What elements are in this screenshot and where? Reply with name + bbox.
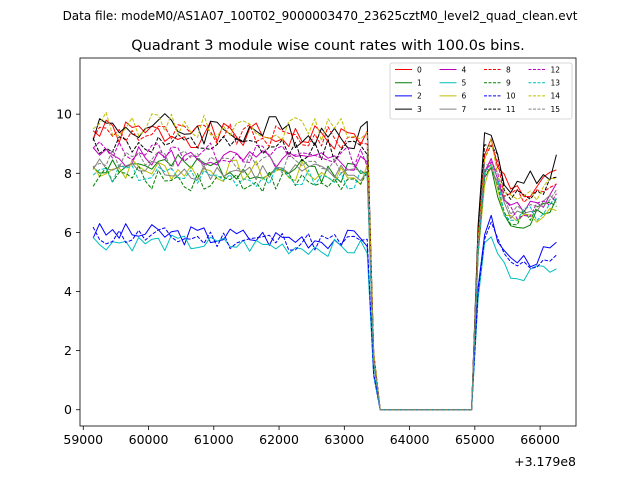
figure-suptitle: Data file: modeM0/AS1A07_100T02_90000034… [63, 9, 578, 23]
x-tick-label: 65000 [455, 432, 495, 447]
series-line-13 [92, 164, 557, 411]
legend-label-7: 7 [462, 105, 467, 114]
legend-label-0: 0 [417, 65, 422, 74]
y-tick-label: 0 [64, 402, 72, 417]
y-tick-label: 8 [64, 166, 72, 181]
legend-box [389, 62, 573, 120]
axes-frame [79, 57, 577, 427]
x-tick-label: 61000 [194, 432, 234, 447]
y-axis: 0 2 4 6 8 10 [56, 107, 80, 417]
legend-label-11: 11 [506, 105, 516, 114]
x-tick-label: 62000 [259, 432, 299, 447]
series-line-11 [92, 133, 557, 411]
series-line-3 [92, 113, 557, 411]
x-tick-label: 63000 [324, 432, 364, 447]
series-line-2 [92, 214, 557, 411]
legend-label-13: 13 [551, 79, 561, 88]
legend-label-1: 1 [417, 79, 422, 88]
y-tick-label: 2 [64, 343, 72, 358]
series-layer [92, 111, 557, 411]
x-tick-label: 60000 [129, 432, 169, 447]
y-tick-label: 4 [64, 284, 72, 299]
legend-label-8: 8 [506, 65, 511, 74]
legend-label-15: 15 [551, 105, 561, 114]
legend-label-5: 5 [462, 79, 467, 88]
legend-label-12: 12 [551, 65, 561, 74]
x-tick-label: 59000 [63, 432, 103, 447]
legend-label-10: 10 [506, 92, 516, 101]
x-tick-label: 64000 [390, 432, 430, 447]
x-axis: 59000 60000 61000 62000 63000 64000 65000 66000 [63, 426, 560, 447]
x-tick-label: 66000 [520, 432, 560, 447]
chart-title: Quadrant 3 module wise count rates with … [131, 38, 525, 54]
legend-label-2: 2 [417, 92, 422, 101]
series-line-9 [92, 165, 557, 411]
y-tick-label: 6 [64, 225, 72, 240]
series-line-5 [92, 234, 557, 411]
y-tick-label: 10 [56, 107, 72, 122]
legend-label-6: 6 [462, 92, 467, 101]
legend-label-14: 14 [551, 92, 561, 101]
x-offset-label: +3.179e8 [514, 454, 576, 469]
legend-label-9: 9 [506, 79, 511, 88]
legend-label-3: 3 [417, 105, 422, 114]
legend-label-4: 4 [462, 65, 467, 74]
series-line-15 [92, 149, 557, 411]
series-line-10 [92, 221, 557, 411]
